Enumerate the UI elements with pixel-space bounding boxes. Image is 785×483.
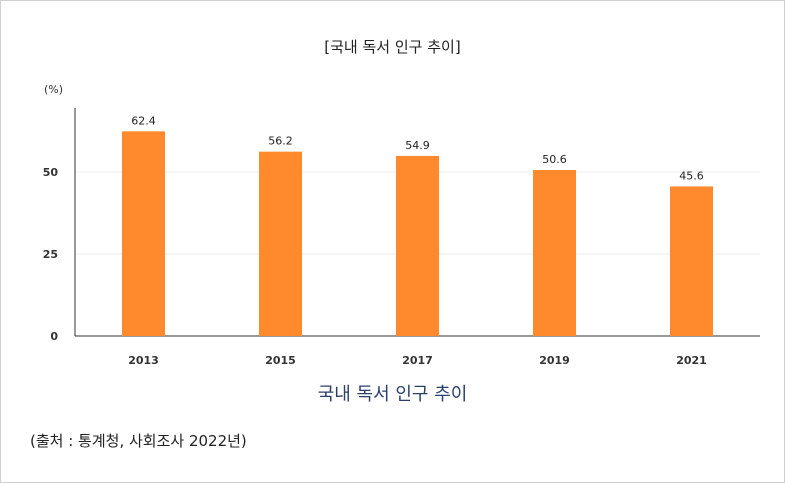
y-tick-label: 50 — [43, 166, 59, 179]
y-axis-unit-label: (%) — [44, 83, 63, 96]
x-tick-label: 2015 — [265, 354, 296, 367]
data-label: 54.9 — [405, 139, 430, 152]
x-tick-label: 2019 — [539, 354, 570, 367]
x-tick-label: 2021 — [676, 354, 707, 367]
data-label: 50.6 — [542, 153, 567, 166]
chart-caption: 국내 독서 인구 추이 — [317, 384, 468, 405]
chart-title: [국내 독서 인구 추이] — [324, 38, 461, 56]
x-tick-label: 2013 — [128, 354, 159, 367]
source-note: (출처 : 통계청, 사회조사 2022년) — [30, 432, 247, 450]
data-label: 56.2 — [268, 135, 293, 148]
bar — [670, 186, 713, 336]
bar — [259, 151, 302, 336]
data-label: 62.4 — [131, 114, 156, 127]
y-tick-label: 25 — [43, 248, 58, 261]
bar — [533, 170, 576, 336]
y-tick-label: 0 — [50, 330, 58, 343]
x-tick-label: 2017 — [402, 354, 433, 367]
data-label: 45.6 — [679, 169, 704, 182]
bar — [396, 155, 439, 336]
bar — [122, 131, 165, 336]
